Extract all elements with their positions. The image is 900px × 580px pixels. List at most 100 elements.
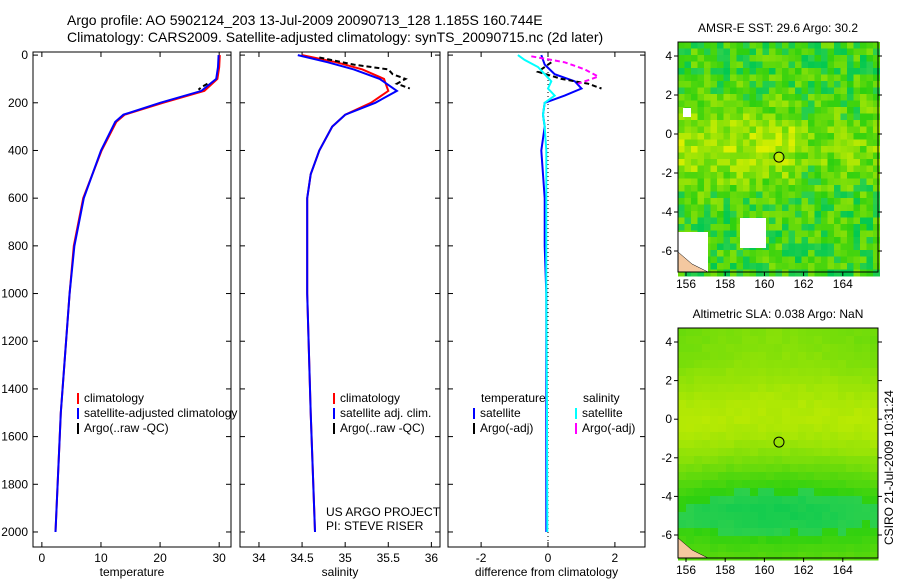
map-cell [704,87,711,95]
map-cell [717,211,724,218]
map-cell [822,456,831,465]
map-cell [808,139,815,147]
map-cell [742,544,751,553]
map-cell [717,126,724,134]
map-cell [742,416,751,425]
map-cell [743,94,750,101]
map-cell [795,81,802,88]
map-cell [862,392,871,401]
map-cell [743,113,750,121]
map-cell [782,165,789,173]
map-cell [846,528,855,537]
map-cell [734,400,743,409]
map-cell [866,172,874,179]
map-cell [808,230,815,238]
map-cell [726,360,735,369]
map-cell [822,384,831,393]
map-cell [684,48,692,56]
map-cell [838,352,847,361]
map-cell [691,172,698,179]
map-cell [691,100,698,108]
map-cell [862,480,871,489]
map-cell [866,139,874,147]
map-cell [801,237,809,244]
map-cell [827,178,835,186]
map-cell [853,165,861,173]
map-cell [684,120,692,127]
map-cell [686,336,695,345]
map-cell [838,472,847,481]
map-cell [798,448,807,457]
map-cell [742,456,751,465]
map-cell [774,408,783,417]
map-cell [756,263,763,270]
map-cell [774,472,783,481]
map-cell [769,256,776,264]
x-tick-label: 0 [545,551,552,565]
map-cell [801,74,809,82]
map-cell [788,256,796,264]
map-cell [822,360,831,369]
map-cell [822,536,831,545]
map-cell [873,204,880,212]
map-cell [756,211,763,218]
map-cell [730,81,737,88]
map-cell [853,185,861,192]
map-cell [691,126,698,134]
map-cell [684,94,692,101]
map-cell [822,512,831,521]
map-cell [808,269,815,277]
map-cell [782,504,791,513]
map-cell [853,243,861,251]
map-cell [795,165,802,173]
map-cell [734,392,743,401]
map-cell [834,263,841,270]
map-cell [758,440,767,449]
map-cell [718,456,727,465]
map-x-tick-label: 160 [754,563,774,577]
map-cell [678,107,685,114]
map-cell [717,191,724,199]
map-cell [769,42,776,49]
map-cell [694,432,703,441]
map-cell [684,152,692,160]
map-cell [782,139,789,147]
map-cell [821,263,828,270]
map-cell [774,440,783,449]
map-cell [743,152,750,160]
map-cell [749,139,757,147]
map-cell [862,400,871,409]
map-cell [775,146,783,153]
map-cell [734,496,743,505]
map-cell [798,352,807,361]
map-cell [723,152,731,160]
map-cell [854,384,863,393]
map-x-tick-label: 156 [676,277,696,291]
map-cell [862,384,871,393]
x-tick-label: 36 [425,551,439,565]
map-cell [742,464,751,473]
map-cell [710,360,719,369]
map-cell [827,269,835,277]
map-cell [853,126,861,134]
map-cell [704,191,711,199]
map-cell [697,42,705,49]
map-cell [678,440,687,449]
map-cell [736,81,744,88]
map-cell [691,133,698,140]
map-cell [743,198,750,205]
map-cell [798,520,807,529]
map-cell [798,368,807,377]
map-cell [814,152,822,160]
map-cell [769,100,776,108]
map-cell [834,230,841,238]
map-cell [847,120,854,127]
map-cell [860,217,867,225]
map-cell [814,165,822,173]
map-cell [830,360,839,369]
map-cell [782,384,791,393]
map-cell [854,448,863,457]
map-x-tick-label: 164 [833,563,853,577]
map-cell [743,191,750,199]
map-cell [686,328,695,337]
